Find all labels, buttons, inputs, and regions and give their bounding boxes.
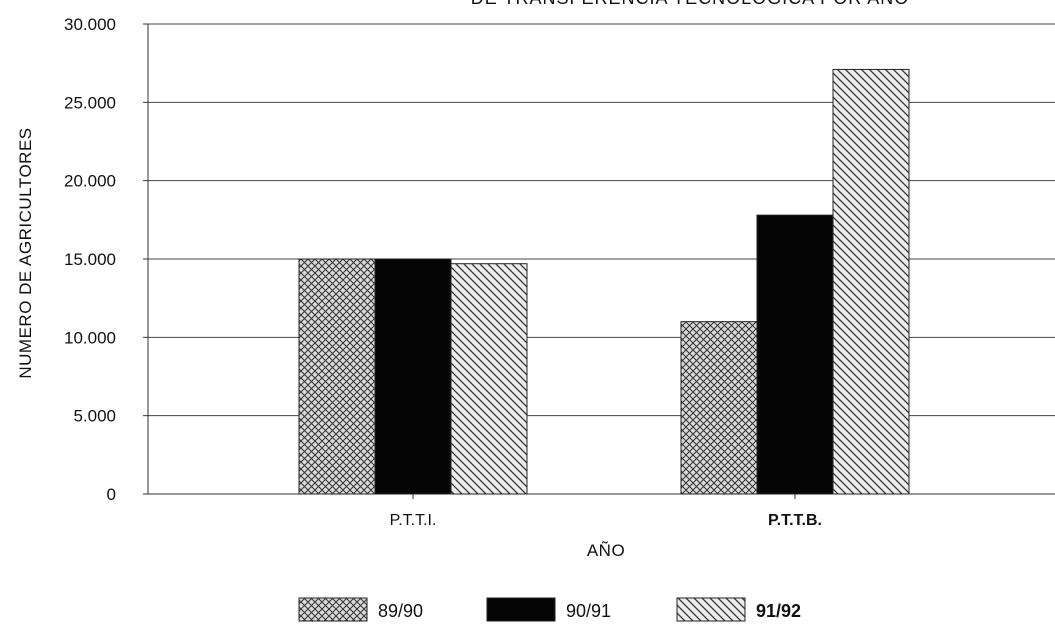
y-tick-label: 10.000 xyxy=(64,328,116,347)
gridlines xyxy=(148,23,1055,417)
legend-label: 90/91 xyxy=(566,601,611,621)
y-tick-label: 5.000 xyxy=(73,407,116,426)
bar-90-91-1 xyxy=(756,214,834,495)
bars xyxy=(298,68,910,495)
legend-swatch xyxy=(486,597,556,622)
x-axis-title: AÑO xyxy=(587,541,625,560)
chart-title: DE TRANSFERENCIA TECNOLOGICA POR AÑO xyxy=(471,0,909,8)
x-axis-categories: P.T.T.I. P.T.T.B. xyxy=(390,494,822,529)
bar-91-92-0 xyxy=(450,263,528,495)
bar-89-90-0 xyxy=(298,258,376,495)
bar-90-91-0 xyxy=(374,258,452,495)
bar-89-90-1 xyxy=(680,321,758,495)
y-tick-label: 25.000 xyxy=(64,93,116,112)
x-category-label: P.T.T.I. xyxy=(390,512,437,529)
legend-swatch xyxy=(676,597,746,622)
y-tick-label: 20.000 xyxy=(64,172,116,191)
legend-label: 89/90 xyxy=(378,601,423,621)
legend-swatch xyxy=(298,597,368,622)
y-tick-label: 30.000 xyxy=(64,15,116,34)
legend: 89/90 90/91 91/92 xyxy=(298,597,801,622)
y-axis-ticks: 0 5.000 10.000 15.000 20.000 25.000 30.000 xyxy=(64,15,148,504)
y-axis-title: NUMERO DE AGRICULTORES xyxy=(16,127,35,378)
y-tick-label: 0 xyxy=(107,485,116,504)
legend-label: 91/92 xyxy=(756,601,801,621)
bar-91-92-1 xyxy=(832,68,910,495)
y-tick-label: 15.000 xyxy=(64,250,116,269)
x-category-label: P.T.T.B. xyxy=(768,512,822,529)
